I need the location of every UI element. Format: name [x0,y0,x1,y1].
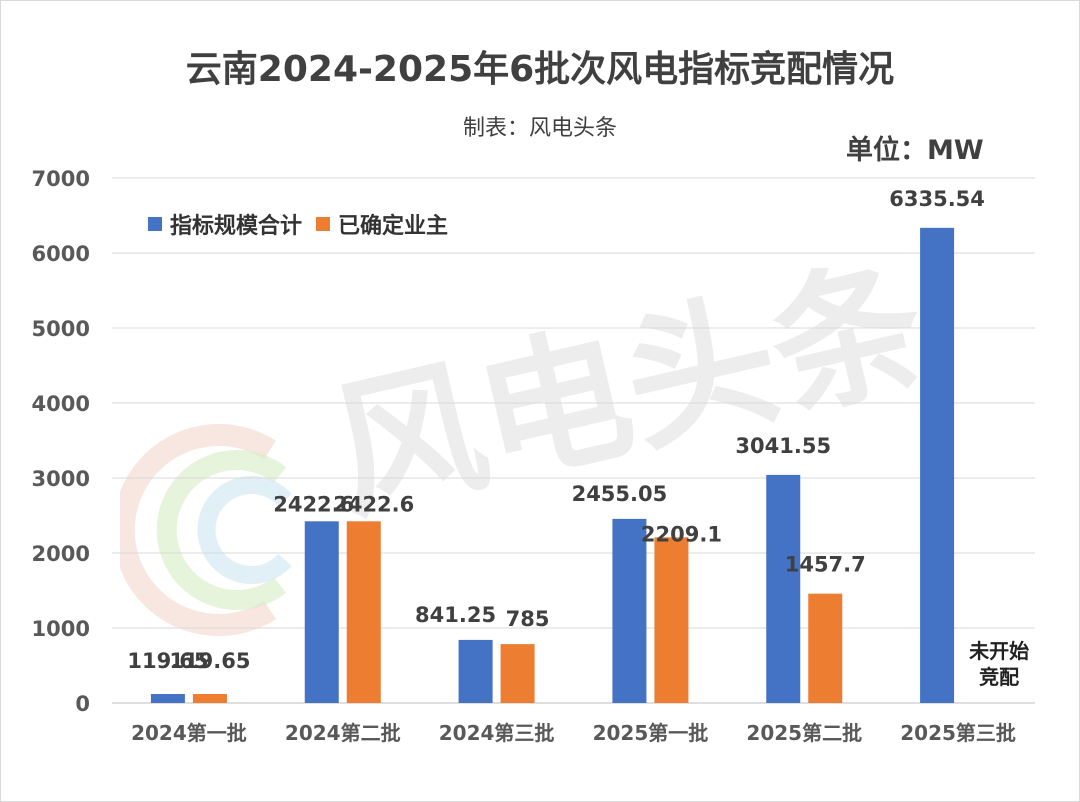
y-tick-label: 2000 [32,542,90,566]
bar-owner [500,644,535,703]
legend-item-owner: 已确定业主 [316,208,448,240]
y-tick-label: 1000 [32,617,90,641]
y-tick-label: 3000 [32,467,90,491]
y-axis-ticks: 0 1000 2000 3000 4000 5000 6000 7000 [32,167,90,716]
x-tick-label: 2024第二批 [285,721,401,745]
legend-label-total: 指标规模合计 [170,214,303,239]
y-tick-label: 7000 [32,167,90,191]
legend-swatch-total [148,217,162,231]
legend-label-owner: 已确定业主 [338,214,449,239]
annotation-text: 竞配 [979,665,1019,689]
bar-total [304,521,339,703]
data-label-owner: 1457.7 [785,553,866,577]
bar-total [612,518,647,703]
data-label-total: 3041.55 [735,434,831,458]
chart-title: 云南2024-2025年6批次风电指标竞配情况 [185,49,895,90]
bar-total [766,474,801,703]
x-tick-label: 2025第三批 [900,721,1016,745]
x-tick-label: 2025第二批 [746,721,862,745]
data-label-total: 841.25 [415,603,496,627]
data-label-total: 2455.05 [572,482,668,506]
legend: 指标规模合计 已确定业主 [148,208,462,240]
x-tick-label: 2024第三批 [439,721,555,745]
data-label-owner: 785 [506,607,550,631]
legend-swatch-owner [316,217,331,231]
y-tick-label: 4000 [32,392,90,416]
gridlines [112,177,1035,704]
bar-owner [346,521,381,703]
bars [150,227,955,703]
chart-subtitle: 制表：风电头条 [462,116,617,141]
data-label-owner: 2422.6 [333,492,414,516]
data-label-owner: 119.65 [169,649,250,673]
y-tick-label: 0 [75,692,90,716]
data-label-owner: 2209.1 [641,522,722,546]
bar-owner [192,694,227,703]
watermark-logo [112,420,320,640]
data-label-total: 2422.6 [273,492,354,516]
y-tick-label: 5000 [32,317,90,341]
data-label-total: 6335.54 [889,187,985,211]
y-tick-label: 6000 [32,242,90,266]
bar-owner [654,537,689,703]
annotation-text: 未开始 [969,639,1029,663]
bar-total [150,694,185,703]
x-axis-ticks: 2024第一批 2024第二批 2024第三批 2025第一批 2025第二批 2025第… [131,721,1016,745]
x-tick-label: 2024第一批 [131,721,247,745]
data-label-total: 119.65 [127,649,208,673]
bar-total [920,227,955,703]
x-tick-label: 2025第一批 [593,721,709,745]
unit-label: 单位：MW [846,135,984,166]
bar-total [458,639,493,703]
legend-item-total: 指标规模合计 [148,208,302,240]
bar-owner [808,593,843,703]
